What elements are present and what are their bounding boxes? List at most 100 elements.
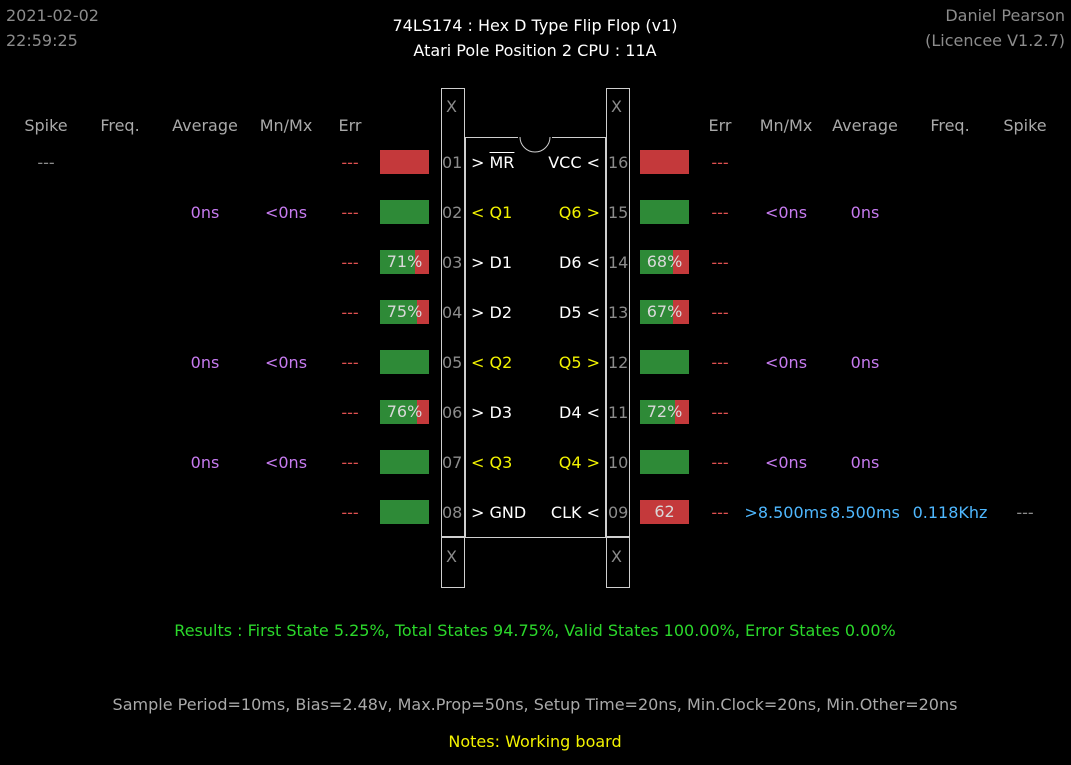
pin-err: ---: [711, 303, 729, 322]
pin-state-bar-label: 67%: [646, 302, 683, 321]
pin-mnmx: <0ns: [264, 203, 308, 222]
pin-direction: <: [471, 453, 490, 472]
pin-err: ---: [341, 453, 359, 472]
pin-err: ---: [711, 453, 729, 472]
pin-name: GND: [489, 503, 527, 522]
pin-state-bar: [640, 350, 689, 374]
pin-label: > D3: [471, 403, 512, 422]
pin-state-bar: [640, 150, 689, 174]
right-header-freq: Freq.: [930, 116, 970, 135]
pin-number: 08: [442, 503, 463, 522]
pin-state-bar: [380, 350, 429, 374]
date: 2021-02-02: [6, 6, 99, 25]
pin-name: D3: [489, 403, 513, 422]
pin-number: 03: [442, 253, 463, 272]
pin-name: D4: [559, 403, 587, 422]
pin-mnmx: <0ns: [264, 353, 308, 372]
pin-number: 02: [442, 203, 463, 222]
left-header-spike: Spike: [24, 116, 68, 135]
pin-direction: <: [586, 403, 600, 422]
pin-direction: >: [586, 453, 600, 472]
pin-label: > GND: [471, 503, 526, 522]
pin-number: 15: [608, 203, 629, 222]
pin-state-bar-red: [672, 300, 689, 324]
pin-state-bar: 62: [640, 500, 689, 524]
board-location: Atari Pole Position 2 CPU : 11A: [413, 41, 657, 60]
right-header-average: Average: [832, 116, 898, 135]
pin-number: 13: [608, 303, 629, 322]
pin-state-bar: [380, 450, 429, 474]
pin-mnmx: <0ns: [764, 353, 808, 372]
left-header-freq: Freq.: [100, 116, 140, 135]
pin-average: 8.500ms: [830, 503, 900, 522]
pin-label: > MR: [471, 153, 514, 172]
unused-pin-marker: X: [611, 97, 622, 116]
pin-state-bar: [380, 200, 429, 224]
pin-err: ---: [341, 253, 359, 272]
pin-direction: >: [471, 253, 490, 272]
left-header-err: Err: [338, 116, 362, 135]
pin-name: Q6: [558, 203, 587, 222]
pin-state-bar-red: [414, 250, 429, 274]
pin-state-bar-red: [417, 400, 429, 424]
pin-direction: >: [586, 203, 600, 222]
chip-body: [465, 137, 606, 538]
pin-state-bar-red: [416, 300, 429, 324]
pin-mnmx: >8.500ms: [744, 503, 828, 522]
pin-direction: <: [586, 253, 600, 272]
pin-name: Q2: [489, 353, 513, 372]
pin-state-bar: 67%: [640, 300, 689, 324]
pin-name: MR: [489, 153, 515, 172]
test-settings: Sample Period=10ms, Bias=2.48v, Max.Prop…: [112, 695, 958, 714]
pin-err: ---: [341, 153, 359, 172]
pin-direction: >: [471, 153, 490, 172]
pin-number: 16: [608, 153, 629, 172]
pin-state-bar-label: 62: [654, 502, 675, 521]
pin-average: 0ns: [850, 353, 880, 372]
chip-notch: [518, 136, 552, 153]
pin-direction: >: [471, 303, 490, 322]
pin-label: > D2: [471, 303, 512, 322]
right-header-spike: Spike: [1003, 116, 1047, 135]
pin-err: ---: [711, 403, 729, 422]
socket-left-column: [441, 88, 465, 538]
pin-label: D6 <: [559, 253, 600, 272]
unused-pin-marker: X: [446, 97, 457, 116]
pin-mnmx: <0ns: [764, 453, 808, 472]
pin-name: Q5: [558, 353, 587, 372]
pin-name: Q4: [558, 453, 587, 472]
pin-err: ---: [341, 353, 359, 372]
pin-state-bar-label: 72%: [646, 402, 683, 421]
chip-title: 74LS174 : Hex D Type Flip Flop (v1): [392, 16, 678, 35]
time: 22:59:25: [6, 31, 78, 50]
left-header-average: Average: [172, 116, 238, 135]
pin-direction: <: [586, 303, 600, 322]
pin-mnmx: <0ns: [764, 203, 808, 222]
pin-err: ---: [711, 153, 729, 172]
pin-number: 11: [608, 403, 629, 422]
pin-state-bar-label: 76%: [386, 402, 423, 421]
socket-right-bottom: [606, 536, 630, 588]
pin-label: Q5 >: [559, 353, 600, 372]
pin-label: > D1: [471, 253, 512, 272]
pin-label: Q4 >: [559, 453, 600, 472]
pin-number: 04: [442, 303, 463, 322]
pin-average: 0ns: [190, 453, 220, 472]
user-name: Daniel Pearson: [945, 6, 1065, 25]
notes: Notes: Working board: [448, 732, 622, 751]
pin-direction: >: [471, 403, 490, 422]
pin-number: 01: [442, 153, 463, 172]
pin-label: Q6 >: [559, 203, 600, 222]
pin-label: D5 <: [559, 303, 600, 322]
pin-state-bar-label: 68%: [646, 252, 683, 271]
pin-direction: <: [586, 503, 600, 522]
licence-info: (Licencee V1.2.7): [925, 31, 1065, 50]
pin-name: D6: [559, 253, 587, 272]
pin-number: 10: [608, 453, 629, 472]
pin-name: VCC: [548, 153, 587, 172]
pin-err: ---: [341, 303, 359, 322]
socket-right-column: [606, 88, 630, 538]
pin-err: ---: [711, 253, 729, 272]
pin-direction: <: [471, 353, 490, 372]
unused-pin-marker: X: [611, 547, 622, 566]
